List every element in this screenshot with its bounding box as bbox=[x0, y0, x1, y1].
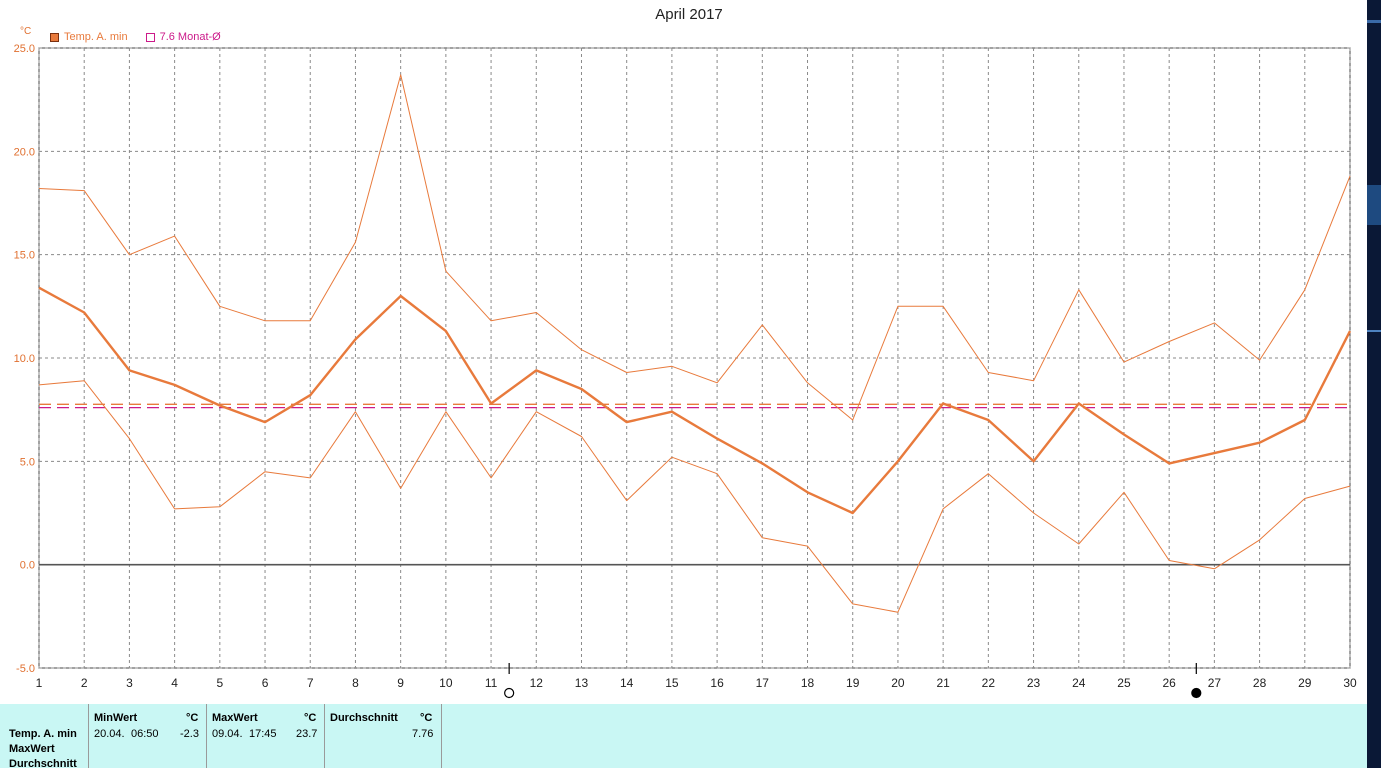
legend: Temp. A. min 7.6 Monat-Ø bbox=[50, 31, 239, 43]
x-tick-label: 8 bbox=[352, 676, 359, 690]
summary-max-date: 09.04. bbox=[212, 728, 243, 740]
x-tick-label: 18 bbox=[801, 676, 815, 690]
y-tick-label: 15.0 bbox=[14, 250, 35, 262]
x-tick-label: 4 bbox=[171, 676, 178, 690]
temperature-chart: 25.020.015.010.05.00.0-5.01 2 3 4 5 6 7 8 9 10 11 1… bbox=[14, 43, 1357, 699]
x-tick-label: 24 bbox=[1072, 676, 1086, 690]
x-tick-label: 22 bbox=[982, 676, 996, 690]
summary-max-value: 23.7 bbox=[296, 728, 318, 740]
legend-swatch-temp-min bbox=[50, 32, 59, 42]
x-tick-label: 21 bbox=[936, 676, 950, 690]
summary-divider bbox=[441, 704, 442, 768]
summary-row-label-maxwert: MaxWert bbox=[9, 743, 55, 755]
x-tick-label: 13 bbox=[575, 676, 589, 690]
legend-label-month-average: 7.6 Monat-Ø bbox=[159, 31, 221, 43]
y-tick-label: 20.0 bbox=[14, 146, 35, 158]
legend-item-month-average: 7.6 Monat-Ø bbox=[145, 31, 221, 43]
summary-divider bbox=[206, 704, 207, 768]
chart-title: April 2017 bbox=[655, 6, 723, 23]
x-tick-label: 5 bbox=[216, 676, 223, 690]
moon-phase-full-icon bbox=[504, 687, 515, 699]
y-tick-label: 5.0 bbox=[20, 456, 35, 468]
series-line-min bbox=[38, 380, 1351, 613]
y-tick-label: 25.0 bbox=[14, 43, 35, 55]
summary-divider bbox=[88, 704, 89, 768]
summary-max-time: 17:45 bbox=[249, 728, 277, 740]
summary-avg-unit: °C bbox=[420, 712, 433, 724]
summary-avg-header: Durchschnitt bbox=[330, 712, 398, 724]
summary-avg-value: 7.76 bbox=[412, 728, 434, 740]
series-line-max bbox=[38, 74, 1351, 421]
x-tick-label: 2 bbox=[81, 676, 88, 690]
legend-item-temp-min: Temp. A. min bbox=[50, 31, 128, 43]
summary-max-header: MaxWert bbox=[212, 712, 258, 724]
x-tick-label: 23 bbox=[1027, 676, 1041, 690]
x-tick-label: 9 bbox=[397, 676, 404, 690]
desktop-background-strip bbox=[1367, 0, 1381, 768]
summary-divider bbox=[324, 704, 325, 768]
summary-row-label-temp-min: Temp. A. min bbox=[9, 728, 77, 740]
y-tick-label: 10.0 bbox=[14, 353, 35, 365]
x-tick-label: 16 bbox=[710, 676, 724, 690]
x-tick-label: 19 bbox=[846, 676, 860, 690]
x-tick-label: 27 bbox=[1208, 676, 1222, 690]
strip-glint bbox=[1367, 185, 1381, 225]
x-tick-label: 7 bbox=[307, 676, 314, 690]
x-tick-label: 6 bbox=[262, 676, 269, 690]
legend-label-temp-min: Temp. A. min bbox=[64, 31, 128, 43]
x-tick-label: 11 bbox=[485, 676, 498, 690]
summary-min-unit: °C bbox=[186, 712, 199, 724]
legend-swatch-month-average bbox=[145, 32, 155, 42]
y-tick-label: -5.0 bbox=[16, 663, 35, 675]
x-tick-label: 1 bbox=[36, 676, 43, 690]
x-tick-label: 3 bbox=[126, 676, 133, 690]
x-tick-label: 20 bbox=[891, 676, 905, 690]
x-tick-label: 10 bbox=[439, 676, 453, 690]
x-tick-label: 30 bbox=[1343, 676, 1357, 690]
summary-min-value: -2.3 bbox=[180, 728, 199, 740]
x-tick-label: 29 bbox=[1298, 676, 1312, 690]
y-axis-unit: °C bbox=[20, 26, 32, 37]
summary-min-header: MinWert bbox=[94, 712, 138, 724]
summary-min-time: 06:50 bbox=[131, 728, 159, 740]
x-tick-label: 25 bbox=[1117, 676, 1131, 690]
x-tick-label: 15 bbox=[665, 676, 679, 690]
strip-glint bbox=[1367, 330, 1381, 332]
x-tick-label: 28 bbox=[1253, 676, 1267, 690]
y-tick-label: 0.0 bbox=[20, 560, 35, 572]
x-tick-label: 26 bbox=[1162, 676, 1176, 690]
strip-glint bbox=[1367, 20, 1381, 23]
series-line-main bbox=[38, 286, 1352, 515]
x-tick-label: 17 bbox=[756, 676, 770, 690]
moon-phase-new-icon bbox=[1191, 687, 1202, 699]
x-tick-label: 12 bbox=[530, 676, 544, 690]
summary-row-label-durchschnitt: Durchschnitt bbox=[9, 758, 77, 770]
summary-table: Temp. A. min MaxWert Durchschnitt MinWer… bbox=[0, 704, 1367, 770]
x-tick-label: 14 bbox=[620, 676, 634, 690]
summary-max-unit: °C bbox=[304, 712, 317, 724]
summary-min-date: 20.04. bbox=[94, 728, 125, 740]
